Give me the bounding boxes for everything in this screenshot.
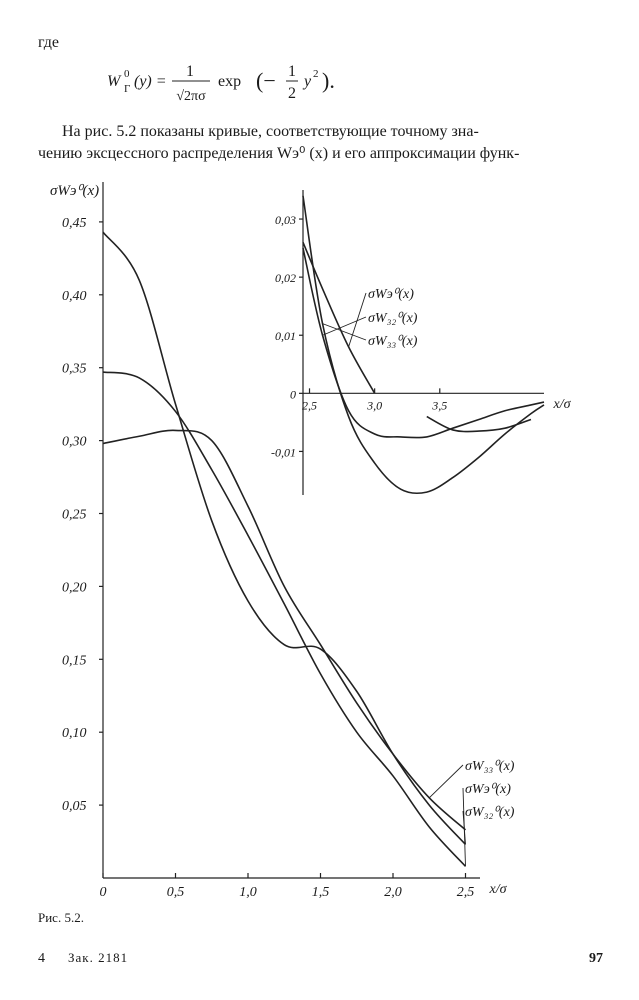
footer-order: Зак. 2181 [68,950,128,965]
series-label: σWэ⁰(x) [368,287,414,302]
y-tick-label: 0,10 [62,726,87,741]
formula-part: W [107,73,122,90]
label-pointer [322,323,367,341]
formula-part: ). [322,68,335,93]
y-tick-label: 0,01 [275,329,296,343]
formula-part: exp [218,73,241,90]
formula-part: 0 [124,68,130,80]
y-axis-label: σWэ⁰(x) [50,183,99,199]
paragraph-line: На рис. 5.2 показаны кривые, соответству… [62,123,479,140]
series-label: σW₃₂⁰(x) [465,805,515,820]
y-tick-label: 0,05 [62,799,87,814]
series-label: σW₃₃⁰(x) [368,334,418,349]
y-tick-label: -0,01 [271,445,296,459]
y-tick-label: 0,25 [62,508,87,523]
paragraph-line: чению эксцессного распределения Wэ⁰ (x) … [38,145,519,162]
formula: W 0 Г (y) = 1 √2πσ exp (− 1 2 y 2 ). [107,63,335,104]
formula-part: 1 [288,63,296,80]
label-pointer [428,764,464,799]
y-tick-label: 0,35 [62,362,87,377]
x-tick-label: 3,5 [431,398,447,412]
x-tick-label: 2,5 [457,885,475,900]
page-number: 97 [589,951,603,966]
curve [102,429,467,831]
caption: Рис. 5.2. [38,910,84,925]
formula-part: √2πσ [176,89,206,104]
x-tick-label: 0,5 [167,885,185,900]
label-pointer [462,810,466,845]
formula-part: Г [124,83,130,95]
y-tick-label: 0,40 [62,289,87,304]
y-tick-label: 0,45 [62,216,87,231]
curve [102,231,467,846]
series-label: σW₃₂⁰(x) [368,311,418,326]
y-tick-label: 0,02 [275,271,296,285]
formula-part: (y) = [134,73,167,90]
label-pointer [322,316,367,336]
curve [302,247,545,439]
curve [302,195,545,495]
series-label: σW₃₃⁰(x) [465,759,515,774]
figure: 0,05 0,10 0,15 0,20 0,25 0,30 0,35 0,40 0,45 0 0,5… [50,182,572,900]
formula-part: 1 [186,63,194,80]
formula-part: (− [256,68,276,93]
series-label: σWэ⁰(x) [465,782,511,797]
x-tick-label: 1,0 [239,885,257,900]
y-tick-label: 0,30 [62,435,87,450]
y-tick-label: 0,20 [62,580,87,595]
x-axis-label: x/σ [552,397,571,412]
x-tick-label: 2,0 [384,885,402,900]
formula-part: y [302,73,312,90]
y-tick-label: 0,15 [62,653,87,668]
x-tick-label: 3,0 [366,398,382,412]
curve [102,371,467,867]
x-tick-label: 0 [100,885,107,900]
text: где [38,34,59,51]
x-tick-label: 1,5 [312,885,330,900]
y-tick-label: 0 [290,387,296,401]
x-tick-label: 2,5 [302,398,317,412]
curve [302,241,532,433]
label-pointer [348,292,367,347]
x-axis-label: x/σ [488,882,507,897]
formula-part: 2 [313,68,319,80]
formula-part: 2 [288,85,296,102]
footer-signature: 4 [38,951,45,966]
y-tick-label: 0,03 [275,213,296,227]
